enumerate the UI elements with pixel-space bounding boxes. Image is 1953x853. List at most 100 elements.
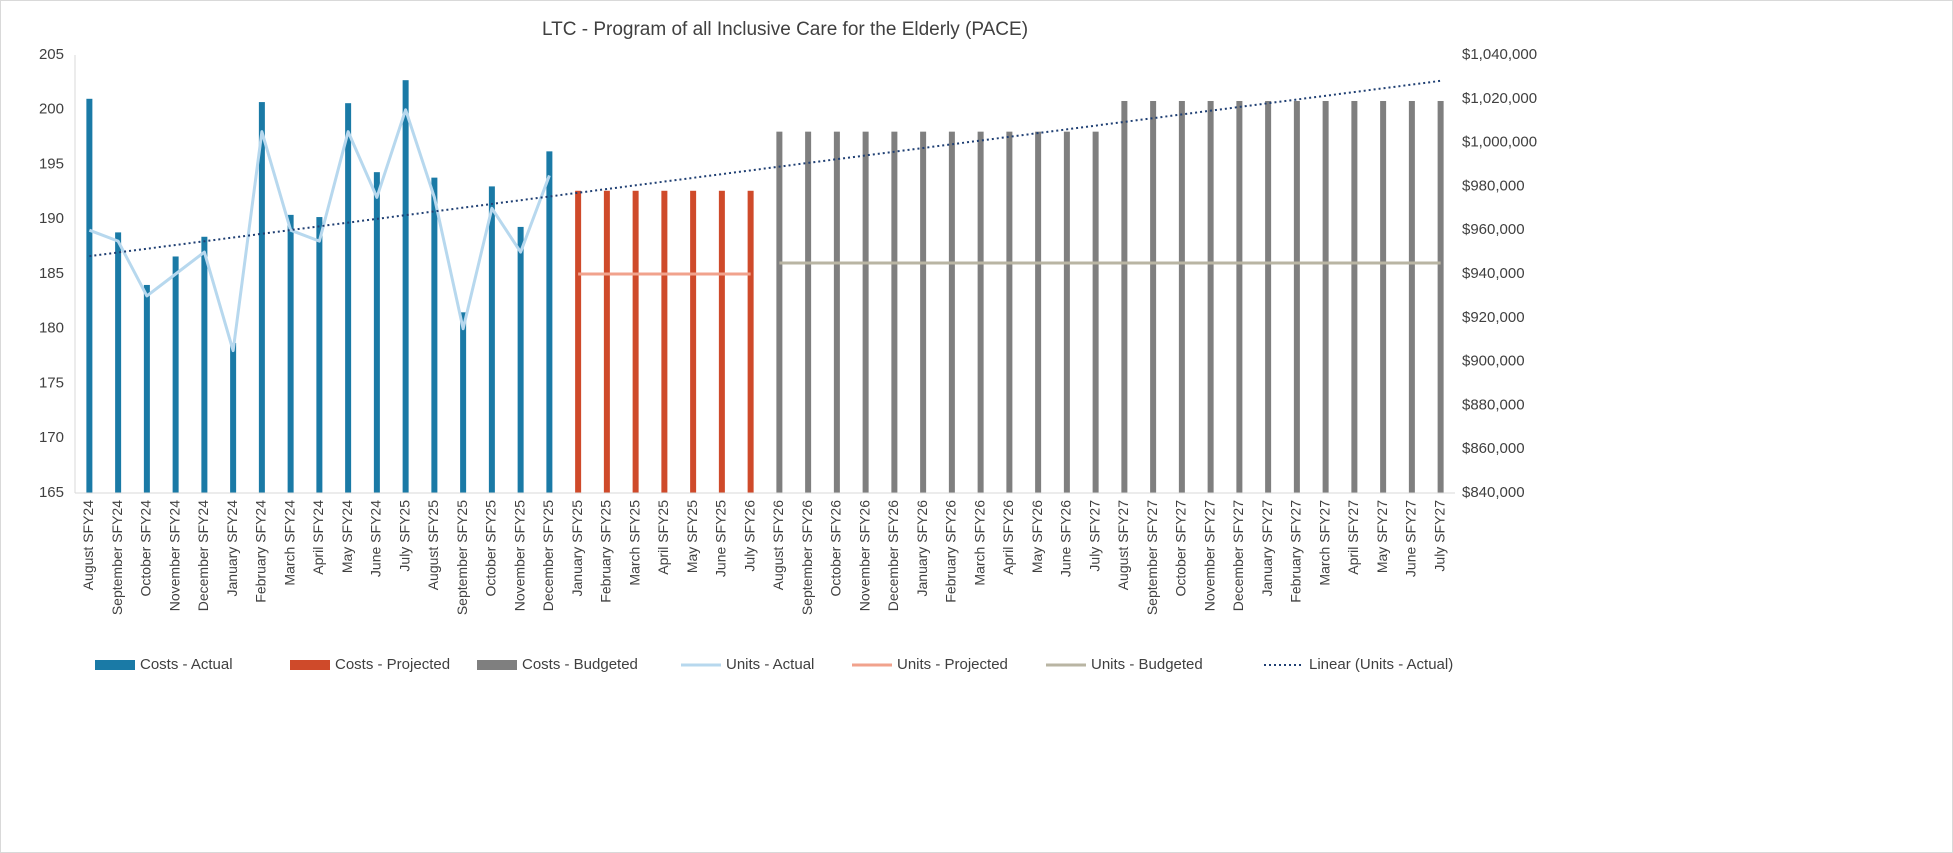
chart-title: LTC - Program of all Inclusive Care for … (542, 19, 1028, 40)
bar (891, 131, 898, 493)
x-tick-label: February SFY26 (943, 500, 959, 603)
y2-tick-label: $860,000 (1462, 440, 1525, 457)
x-tick-label: September SFY27 (1144, 500, 1160, 615)
bar (201, 236, 208, 493)
bar (517, 226, 524, 494)
bar (1322, 100, 1329, 494)
x-tick-label: February SFY25 (598, 500, 614, 603)
x-tick-label: November SFY26 (856, 500, 872, 611)
x-tick-label: January SFY27 (1259, 500, 1275, 597)
bar (258, 102, 265, 494)
x-tick-label: September SFY24 (109, 500, 125, 615)
bar (776, 131, 783, 493)
y-tick-label: 170 (39, 429, 64, 446)
bar (1006, 131, 1013, 493)
bar (1408, 100, 1415, 494)
bar (1178, 100, 1185, 494)
x-tick-label: October SFY26 (828, 500, 844, 597)
y2-tick-label: $900,000 (1462, 353, 1525, 370)
bar (431, 177, 438, 493)
x-tick-label: August SFY27 (1115, 500, 1131, 590)
x-tick-label: April SFY24 (310, 500, 326, 575)
x-tick-label: December SFY24 (195, 500, 211, 611)
line (88, 108, 551, 353)
x-tick-label: October SFY27 (1173, 500, 1189, 597)
x-tick-label: March SFY26 (971, 500, 987, 586)
y-tick-label: 185 (39, 265, 64, 282)
x-tick-label: November SFY25 (511, 500, 527, 611)
trend-line (89, 79, 1441, 258)
y2-tick-label: $840,000 (1462, 484, 1525, 501)
y2-tick-label: $940,000 (1462, 265, 1525, 282)
bar (1207, 100, 1214, 494)
x-tick-label: December SFY27 (1230, 500, 1246, 611)
bar (143, 284, 150, 493)
bar (316, 217, 323, 493)
x-tick-label: September SFY25 (454, 500, 470, 615)
legend-swatch (477, 660, 517, 670)
x-tick-label: May SFY25 (684, 500, 700, 573)
bar (718, 190, 725, 493)
bar (172, 256, 179, 493)
y2-tick-label: $960,000 (1462, 221, 1525, 238)
bar (575, 190, 582, 493)
bar (1293, 100, 1300, 494)
bar (862, 131, 869, 493)
bar (373, 172, 380, 494)
bar (603, 190, 610, 493)
y-tick-label: 165 (39, 484, 64, 501)
bar (747, 190, 754, 493)
bar (402, 80, 409, 493)
x-tick-label: May SFY24 (339, 500, 355, 573)
bar (1236, 100, 1243, 494)
legend-label: Units - Budgeted (1091, 656, 1203, 673)
x-tick-label: January SFY26 (914, 500, 930, 597)
y-tick-label: 200 (39, 101, 64, 118)
x-tick-label: August SFY26 (770, 500, 786, 590)
y2-tick-label: $920,000 (1462, 309, 1525, 326)
bar (1437, 100, 1444, 494)
bar (690, 190, 697, 493)
x-tick-label: November SFY24 (166, 500, 182, 611)
y-tick-label: 190 (39, 210, 64, 227)
y2-tick-label: $1,000,000 (1462, 134, 1537, 151)
bar (115, 232, 122, 493)
bar (345, 103, 352, 494)
bar (920, 131, 927, 493)
x-tick-label: April SFY25 (655, 500, 671, 575)
legend-swatch (95, 660, 135, 670)
bar (287, 214, 294, 493)
x-tick-label: July SFY25 (396, 500, 412, 572)
y2-tick-label: $1,040,000 (1462, 46, 1537, 63)
x-tick-label: February SFY27 (1288, 500, 1304, 603)
bar (1063, 131, 1070, 493)
legend-label: Units - Projected (897, 656, 1008, 673)
x-tick-label: August SFY25 (425, 500, 441, 590)
x-tick-label: July SFY26 (741, 500, 757, 572)
x-tick-label: June SFY24 (368, 500, 384, 577)
bar (86, 98, 93, 494)
x-tick-label: May SFY27 (1374, 500, 1390, 573)
legend-label: Costs - Projected (335, 656, 450, 673)
x-tick-label: July SFY27 (1431, 500, 1447, 572)
x-tick-label: August SFY24 (80, 500, 96, 590)
bar (1351, 100, 1358, 494)
bar (1265, 100, 1272, 494)
bar (833, 131, 840, 493)
x-tick-label: June SFY25 (713, 500, 729, 577)
y2-tick-label: $880,000 (1462, 396, 1525, 413)
y-tick-label: 205 (39, 46, 64, 63)
bar (1380, 100, 1387, 494)
y-tick-label: 195 (39, 155, 64, 172)
x-tick-label: January SFY25 (569, 500, 585, 597)
bar (230, 342, 237, 493)
bar (546, 151, 553, 494)
legend-label: Costs - Actual (140, 656, 233, 673)
x-tick-label: October SFY24 (138, 500, 154, 597)
bar (1121, 100, 1128, 494)
x-tick-label: March SFY24 (281, 500, 297, 586)
x-tick-label: July SFY27 (1086, 500, 1102, 572)
x-tick-label: January SFY24 (224, 500, 240, 597)
